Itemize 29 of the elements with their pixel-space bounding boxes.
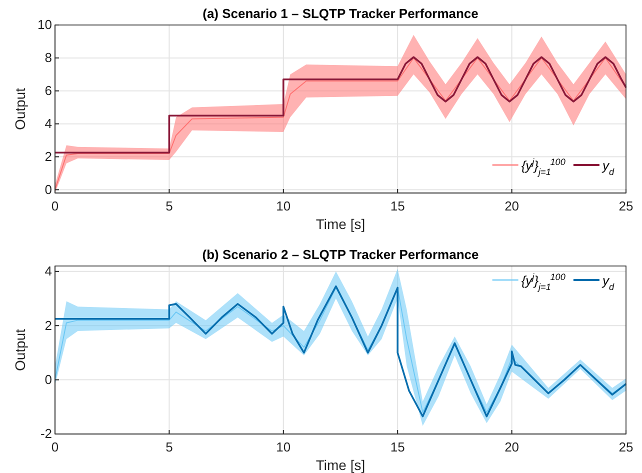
x-tick-label: 25: [618, 439, 634, 454]
x-tick-label: 15: [390, 439, 405, 454]
y-axis-title: Output: [12, 328, 28, 372]
line-series: [54, 56, 627, 154]
y-tick-label: 0: [44, 372, 52, 387]
x-tick-label: 15: [390, 198, 405, 214]
x-tick-label: 10: [276, 439, 291, 454]
x-axis-title: Time [s]: [316, 457, 366, 473]
x-tick-label: 20: [504, 439, 520, 454]
y-axis-title: Output: [12, 88, 28, 130]
y-tick-label: -2: [40, 426, 52, 442]
legend-label: y$_{d}$: [601, 273, 615, 292]
x-tick-label: 5: [166, 439, 173, 454]
y-tick-label: 6: [44, 83, 52, 98]
y-tick-label: 4: [44, 264, 52, 279]
x-axis-title: Time [s]: [316, 216, 366, 232]
x-tick-label: 20: [504, 198, 520, 214]
y-tick-label: 2: [44, 318, 52, 333]
chart-title: (a) Scenario 1 – SLQTP Tracker Performance: [202, 6, 478, 21]
y-tick-label: 0: [44, 182, 52, 197]
x-tick-label: 25: [618, 198, 634, 214]
chart-title: (b) Scenario 2 – SLQTP Tracker Performance: [202, 247, 479, 262]
x-tick-label: 5: [166, 198, 173, 214]
x-tick-label: 10: [276, 198, 291, 214]
legend-label: y$_{d}$: [601, 158, 615, 177]
y-tick-label: 8: [44, 50, 52, 66]
y-tick-label: 10: [38, 17, 52, 32]
y-tick-label: 2: [44, 148, 52, 164]
y-tick-label: 4: [44, 116, 52, 131]
